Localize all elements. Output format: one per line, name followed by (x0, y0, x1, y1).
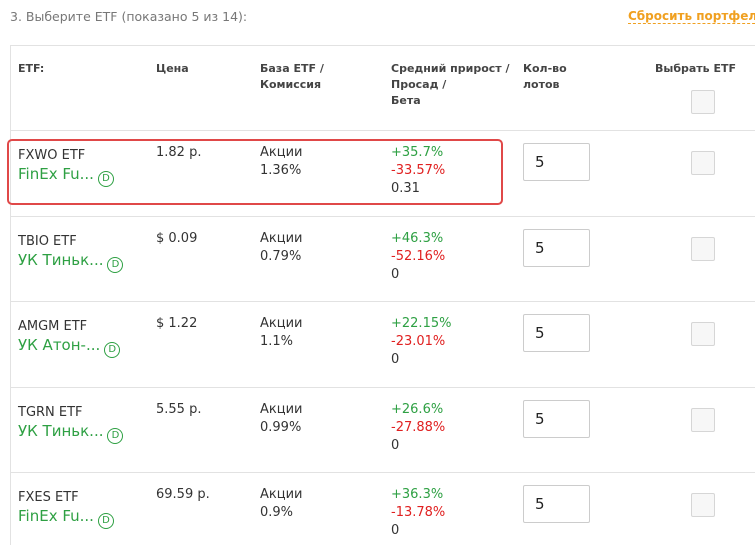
row-separator (10, 301, 755, 302)
row-separator (10, 130, 755, 131)
lots-input[interactable]: 5 (523, 143, 590, 181)
etf-ticker: FXWO ETF (18, 148, 86, 163)
growth: +36.3% (391, 487, 444, 502)
select-checkbox[interactable] (691, 493, 715, 517)
column-header: База ETF / (260, 62, 324, 75)
column-header: Просад / (391, 78, 447, 91)
row-separator (10, 387, 755, 388)
drawdown: -27.88% (391, 419, 446, 435)
dividend-badge: D (97, 513, 114, 529)
drawdown: -52.16% (391, 248, 446, 264)
lots-input[interactable]: 5 (523, 399, 590, 438)
dividend-badge: D (104, 342, 121, 358)
etf-provider[interactable]: УК Атон-... D (18, 336, 121, 358)
reset-link[interactable]: Сбросить портфель (628, 9, 755, 24)
beta: 0.31 (391, 181, 420, 196)
price: 69.59 р. (156, 487, 210, 502)
growth: +35.7% (391, 145, 444, 160)
column-header: ETF: (18, 62, 45, 75)
growth: +46.3% (391, 230, 444, 246)
etf-ticker: TBIO ETF (18, 233, 77, 249)
column-header: Бета (391, 94, 421, 107)
etf-provider[interactable]: УК Тиньк... D (18, 250, 124, 273)
dividend-badge: D (97, 171, 114, 187)
etf-provider[interactable]: УК Тиньк... D (18, 421, 124, 444)
select-all-checkbox[interactable] (691, 90, 715, 114)
column-header: Выбрать ETF (655, 62, 737, 75)
dividend-badge: D (107, 256, 124, 273)
etf-ticker: AMGM ETF (18, 319, 88, 334)
commission: 1.36% (260, 163, 302, 178)
price: 1.82 р. (156, 145, 202, 160)
growth: +22.15% (391, 316, 452, 331)
drawdown: -33.57% (391, 163, 446, 178)
column-header: Комиссия (260, 78, 322, 91)
provider-name[interactable]: FinEx Fu... (18, 507, 94, 525)
beta: 0 (391, 437, 400, 453)
drawdown: -13.78% (391, 505, 446, 520)
commission: 0.79% (260, 248, 302, 264)
etf-ticker: FXES ETF (18, 490, 79, 505)
commission: 0.9% (260, 505, 294, 520)
table-top-border (10, 45, 755, 46)
price: $ 1.22 (156, 316, 198, 331)
provider-name[interactable]: УК Тиньк... (18, 421, 104, 440)
asset-base: Акции (260, 487, 303, 502)
column-header: Средний прирост / (391, 62, 510, 75)
drawdown: -23.01% (391, 334, 446, 349)
select-checkbox[interactable] (691, 322, 715, 346)
lots-input[interactable]: 5 (523, 228, 590, 267)
etf-provider[interactable]: FinEx Fu... D (18, 165, 114, 187)
row-separator (10, 472, 755, 473)
select-checkbox[interactable] (691, 407, 715, 432)
table-border (10, 45, 11, 545)
asset-base: Акции (260, 145, 303, 160)
highlight-box (7, 139, 503, 205)
column-header: Цена (156, 62, 189, 75)
growth: +26.6% (391, 401, 444, 417)
price: $ 0.09 (156, 230, 198, 246)
price: 5.55 р. (156, 401, 202, 417)
provider-name[interactable]: УК Атон-... (18, 336, 101, 354)
beta: 0 (391, 523, 400, 538)
commission: 0.99% (260, 419, 302, 435)
asset-base: Акции (260, 316, 303, 331)
asset-base: Акции (260, 230, 303, 246)
section-title: 3. Выберите ETF (показано 5 из 14): (10, 9, 248, 24)
select-checkbox[interactable] (691, 151, 715, 175)
column-header: Кол-во (523, 62, 567, 75)
column-header: лотов (523, 78, 560, 91)
beta: 0 (391, 266, 400, 282)
provider-name[interactable]: УК Тиньк... (18, 250, 104, 269)
lots-input[interactable]: 5 (523, 314, 590, 352)
dividend-badge: D (107, 427, 124, 444)
lots-input[interactable]: 5 (523, 485, 590, 523)
etf-ticker: TGRN ETF (18, 404, 83, 420)
beta: 0 (391, 352, 400, 367)
select-checkbox[interactable] (691, 236, 715, 261)
provider-name[interactable]: FinEx Fu... (18, 165, 94, 183)
asset-base: Акции (260, 401, 303, 417)
commission: 1.1% (260, 334, 294, 349)
etf-provider[interactable]: FinEx Fu... D (18, 507, 114, 529)
row-separator (10, 216, 755, 217)
